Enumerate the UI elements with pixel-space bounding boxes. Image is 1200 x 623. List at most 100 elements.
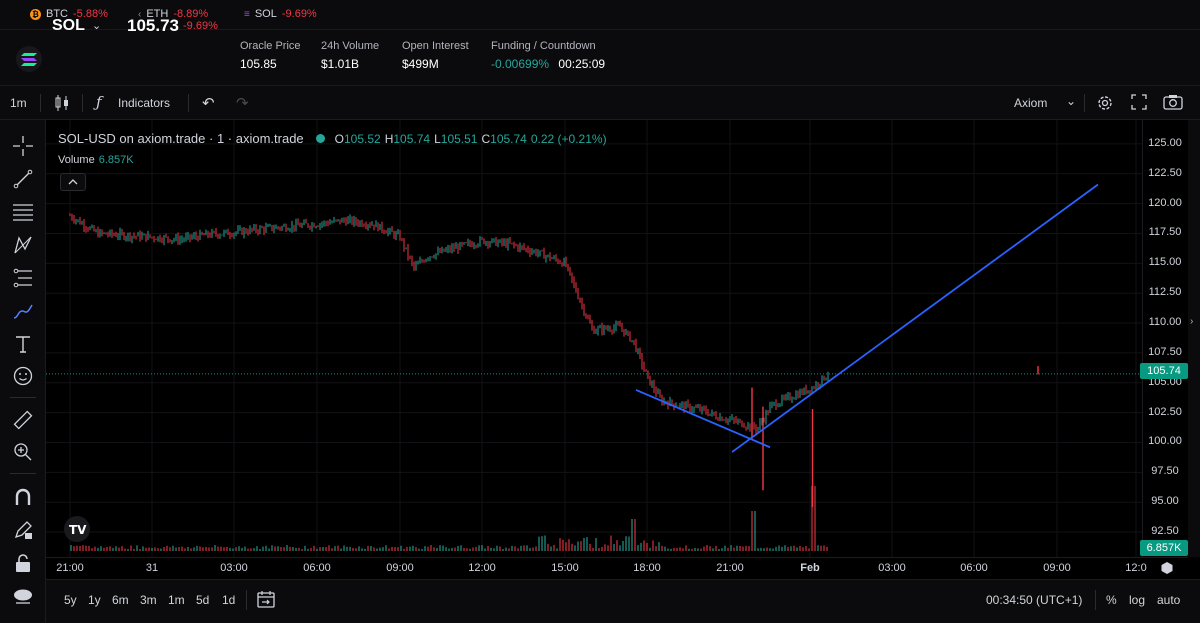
volume-legend: Volume 6.857K <box>58 154 134 166</box>
volume-bar <box>544 535 546 551</box>
current-price-badge: 105.74 <box>1140 363 1188 379</box>
draw-lock-pencil-icon[interactable] <box>12 519 34 541</box>
zoom-in-icon[interactable] <box>12 441 34 463</box>
volume-bar <box>652 540 654 551</box>
trendline-up[interactable] <box>731 183 1099 453</box>
trendline-tool-icon[interactable] <box>12 168 34 190</box>
volume-bar <box>451 547 453 551</box>
volume-bar <box>382 547 384 551</box>
fx-icon[interactable]: ƒ <box>96 93 102 111</box>
volume-bar <box>466 548 468 551</box>
volume-bar <box>238 546 240 551</box>
redo-icon[interactable]: ↷ <box>236 95 249 112</box>
volume-bar <box>160 548 162 551</box>
volume-bar <box>391 546 393 551</box>
volume-bar <box>295 547 297 551</box>
volume-bar <box>301 548 303 551</box>
price-tick-label: 100.00 <box>1148 435 1182 448</box>
volume-bar <box>811 486 813 551</box>
crosshair-icon[interactable] <box>12 135 34 157</box>
chevron-down-icon[interactable]: ⌄ <box>1066 94 1077 108</box>
volume-bar <box>196 545 198 551</box>
interval-button[interactable]: 1m <box>10 96 27 110</box>
volume-bar <box>277 546 279 551</box>
range-5y[interactable]: 5y <box>64 593 77 607</box>
trendline-down[interactable] <box>635 389 771 449</box>
volume-bar <box>580 541 582 551</box>
bitcoin-icon: ₿ <box>30 8 41 20</box>
volume-bar <box>799 545 801 551</box>
price-axis[interactable]: 125.00 122.50 120.00 117.50 115.00 112.50 110.… <box>1142 120 1188 557</box>
emoji-icon[interactable] <box>12 365 34 387</box>
range-1d[interactable]: 1d <box>222 593 236 607</box>
volume-bar <box>448 548 450 551</box>
time-axis[interactable]: 21:00 31 03:00 06:00 09:00 12:00 15:00 18:00 21:… <box>46 557 1188 579</box>
price-chart[interactable] <box>46 120 1142 557</box>
horizontal-lines-icon[interactable] <box>12 201 34 223</box>
fullscreen-icon[interactable] <box>1131 94 1147 113</box>
candle-style-icon[interactable] <box>54 94 70 115</box>
range-1y[interactable]: 1y <box>88 593 101 607</box>
pattern-tool-icon[interactable] <box>12 234 34 256</box>
market-symbol[interactable]: SOL <box>52 17 85 34</box>
volume-bar <box>460 545 462 551</box>
ticker-symbol: BTC <box>46 8 68 20</box>
fib-tool-icon[interactable] <box>12 267 34 289</box>
ticker-sol[interactable]: ≡ SOL -9.69% <box>244 8 317 20</box>
volume-bar <box>109 546 111 551</box>
legend-status-dot-icon[interactable] <box>315 134 325 143</box>
volume-bar <box>745 545 747 551</box>
toolbar-divider <box>40 94 41 112</box>
volume-value: 6.857K <box>98 154 134 166</box>
volume-bar <box>406 547 408 551</box>
log-scale-button[interactable]: log <box>1129 593 1146 607</box>
settings-gear-icon[interactable] <box>1096 94 1114 115</box>
volume-bar <box>409 546 411 551</box>
auto-scale-button[interactable]: auto <box>1157 593 1181 607</box>
volume-bar <box>670 548 672 551</box>
range-5d[interactable]: 5d <box>196 593 210 607</box>
brush-tool-icon[interactable] <box>12 300 34 322</box>
chevron-right-icon[interactable]: › <box>1190 316 1194 327</box>
lock-icon[interactable] <box>12 552 34 574</box>
percent-scale-button[interactable]: % <box>1106 593 1117 607</box>
undo-icon[interactable]: ↶ <box>202 95 215 112</box>
volume-bar <box>766 547 768 551</box>
chart-area[interactable] <box>46 120 1142 557</box>
chevron-down-icon[interactable]: ⌄ <box>92 20 102 32</box>
volume-bar <box>709 546 711 551</box>
toolbar-divider <box>10 473 36 474</box>
collapse-legend-button[interactable] <box>60 173 86 191</box>
volume-bar <box>535 546 537 551</box>
ticker-eth[interactable]: ‹ ETH -8.89% <box>138 8 208 20</box>
layout-name[interactable]: Axiom <box>1014 96 1048 110</box>
indicators-button[interactable]: Indicators <box>118 96 171 110</box>
volume-bar <box>148 547 150 551</box>
volume-bar <box>397 547 399 551</box>
range-6m[interactable]: 6m <box>112 593 129 607</box>
settings-hexagon-icon[interactable] <box>1160 561 1174 580</box>
volume-bar <box>541 536 543 551</box>
volume-bar <box>124 548 126 551</box>
range-3m[interactable]: 3m <box>140 593 157 607</box>
volume-bar <box>775 546 777 551</box>
trendlines[interactable] <box>635 183 1099 453</box>
volume-bar <box>289 546 291 551</box>
magnet-icon[interactable] <box>12 486 34 508</box>
volume-bar <box>547 543 549 551</box>
ruler-icon[interactable] <box>12 409 34 431</box>
tradingview-logo-icon[interactable]: TV <box>62 516 92 542</box>
volume-bar <box>490 547 492 551</box>
visibility-eye-icon[interactable] <box>12 586 34 608</box>
stat-value: $1.01B <box>321 57 360 71</box>
camera-icon[interactable] <box>1163 94 1183 113</box>
price-tick-label: 115.00 <box>1148 256 1182 269</box>
ticker-btc[interactable]: ₿ BTC -5.88% <box>30 8 108 20</box>
range-1m[interactable]: 1m <box>168 593 185 607</box>
volume-bar <box>481 545 483 551</box>
price-tick-label: 102.50 <box>1148 405 1182 418</box>
volume-bar <box>199 546 201 551</box>
text-tool-icon[interactable] <box>12 333 34 355</box>
timezone-clock[interactable]: 00:34:50 (UTC+1) <box>986 593 1083 607</box>
date-range-icon[interactable] <box>256 590 276 615</box>
